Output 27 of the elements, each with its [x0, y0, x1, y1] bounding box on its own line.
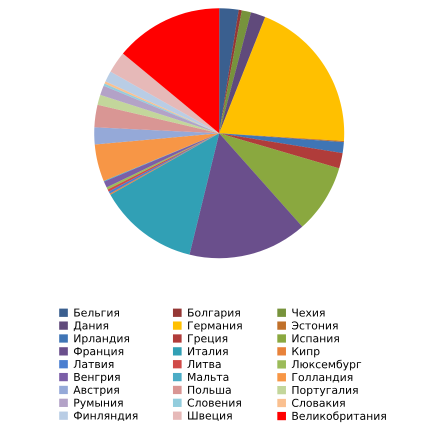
legend-label: Эстония: [292, 321, 338, 330]
legend-label: Португалия: [292, 386, 358, 396]
legend-label: Ирландия: [74, 334, 130, 345]
legend-label: Литва: [187, 360, 221, 368]
legend-label: Великобритания: [292, 411, 386, 422]
legend-label: Голландия: [292, 373, 352, 383]
legend-label: Чехия: [292, 308, 325, 317]
legend-label: Польша: [188, 386, 231, 394]
legend-label: Германия: [188, 321, 242, 332]
legend-label: Люксембург: [292, 360, 362, 370]
legend-label: Румыния: [74, 398, 123, 409]
legend-label: Кипр: [292, 347, 320, 358]
legend-label: Австрия: [73, 386, 119, 396]
legend-label: Мальта: [188, 372, 228, 382]
legend-label: Словакия: [292, 398, 345, 407]
legend-label: Дания: [74, 321, 108, 332]
legend-label: Финляндия: [74, 412, 138, 421]
legend-label: Испания: [292, 334, 339, 342]
legend-label: Франция: [74, 347, 124, 358]
legend-label: Словения: [188, 398, 241, 407]
legend-label: Венгрия: [74, 372, 120, 384]
legend-label: Латвия: [74, 360, 114, 368]
legend-label: Италия: [188, 347, 228, 356]
legend-label: Болгария: [188, 308, 240, 319]
legend-label: Швеция: [188, 412, 232, 421]
legend-label: Греция: [188, 334, 228, 345]
legend-label: Бельгия: [74, 308, 120, 317]
